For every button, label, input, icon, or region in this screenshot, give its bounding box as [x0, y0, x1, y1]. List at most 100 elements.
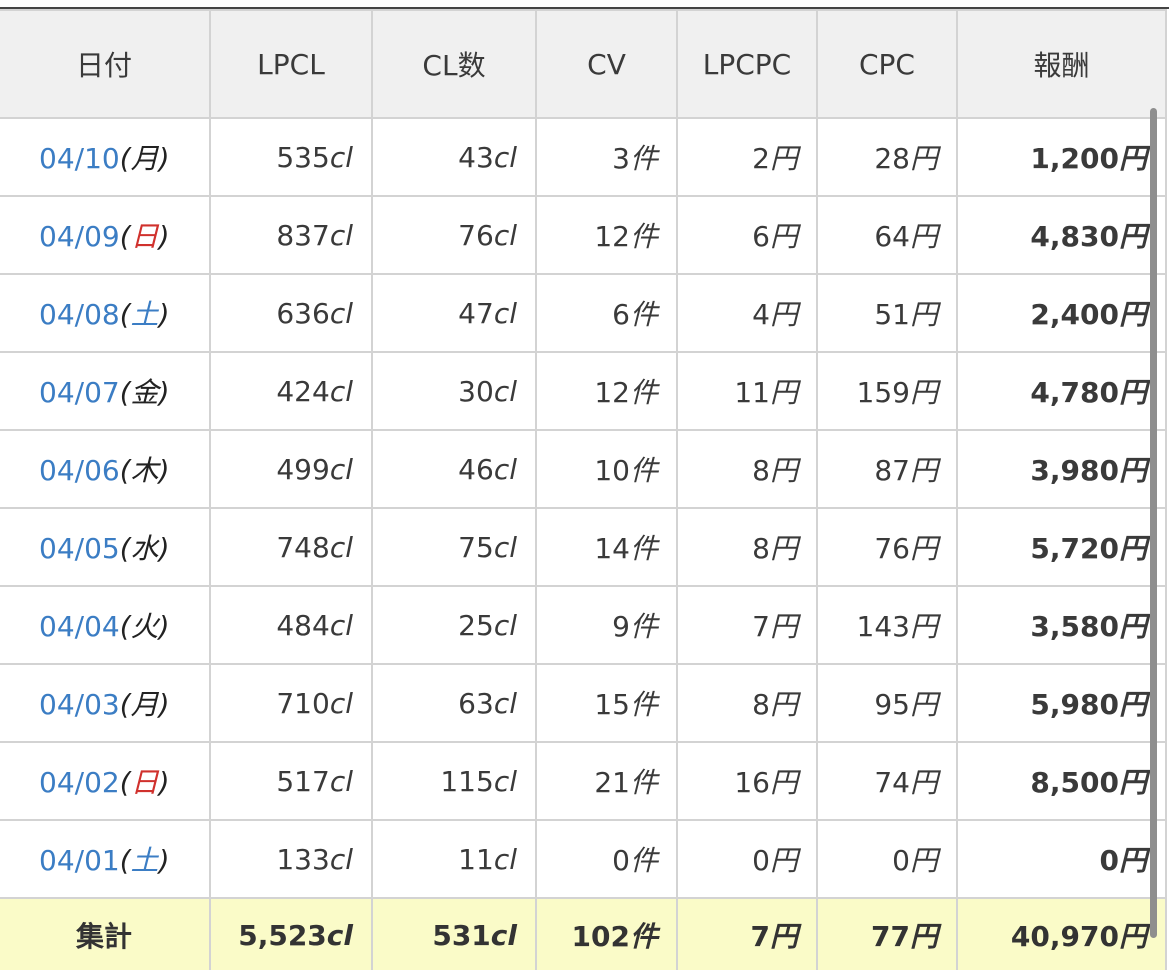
cl-cell: 76cl: [371, 195, 537, 275]
column-header-lpcpc[interactable]: LPCPC: [676, 9, 818, 119]
reward-cell: 5,980円: [956, 663, 1167, 743]
unit-count: 件: [629, 688, 658, 721]
cl-cell: 47cl: [371, 273, 537, 353]
total-reward: 40,970円: [956, 897, 1167, 970]
cv-cell: 12件: [535, 351, 678, 431]
date-link[interactable]: 04/09: [39, 220, 120, 253]
column-header-cpc[interactable]: CPC: [816, 9, 958, 119]
cl-cell: 115cl: [371, 741, 537, 821]
weekday-char: 月: [130, 688, 159, 721]
table-row: 04/05(水) 748cl 75cl 14件 8円 76円 5,720円: [0, 507, 1167, 587]
date-link[interactable]: 04/08: [39, 298, 120, 331]
unit-click: cl: [493, 452, 517, 486]
unit-yen: 円: [909, 610, 938, 643]
column-header-lpcl[interactable]: LPCL: [209, 9, 373, 119]
unit-yen: 円: [909, 454, 938, 487]
cv-cell: 12件: [535, 195, 678, 275]
lpcl-cell: 535cl: [209, 117, 373, 197]
date-cell: 04/06(木): [0, 429, 211, 509]
weekday-label: (水): [119, 532, 170, 565]
table-row: 04/06(木) 499cl 46cl 10件 8円 87円 3,980円: [0, 429, 1167, 509]
cv-cell: 0件: [535, 819, 678, 899]
daily-report-table: 日付 LPCL CL数 CV LPCPC CPC 報酬 04/10(月) 535c…: [0, 9, 1167, 970]
date-cell: 04/05(水): [0, 507, 211, 587]
weekday-label: (金): [119, 376, 170, 409]
date-link[interactable]: 04/02: [39, 766, 120, 799]
date-link[interactable]: 04/04: [39, 610, 120, 643]
cl-cell: 11cl: [371, 819, 537, 899]
unit-click: cl: [493, 374, 517, 408]
cl-cell: 30cl: [371, 351, 537, 431]
cv-cell: 3件: [535, 117, 678, 197]
table-row: 04/01(土) 133cl 11cl 0件 0円 0円 0円: [0, 819, 1167, 899]
lpcpc-cell: 16円: [676, 741, 818, 821]
unit-click: cl: [493, 218, 517, 252]
weekday-char: 日: [130, 220, 159, 253]
table-row: 04/08(土) 636cl 47cl 6件 4円 51円 2,400円: [0, 273, 1167, 353]
unit-yen: 円: [769, 688, 798, 721]
column-header-cv[interactable]: CV: [535, 9, 678, 119]
table-footer: 集計 5,523cl 531cl 102件 7円 77円 40,970円: [0, 897, 1167, 970]
reward-cell: 4,780円: [956, 351, 1167, 431]
unit-count: 件: [629, 454, 658, 487]
lpcl-cell: 499cl: [209, 429, 373, 509]
date-cell: 04/10(月): [0, 117, 211, 197]
date-cell: 04/03(月): [0, 663, 211, 743]
unit-click: cl: [329, 530, 353, 564]
unit-yen: 円: [1118, 298, 1147, 331]
cpc-cell: 143円: [816, 585, 958, 665]
unit-yen: 円: [769, 142, 798, 175]
unit-yen: 円: [769, 844, 798, 877]
lpcpc-cell: 8円: [676, 507, 818, 587]
unit-click: cl: [329, 686, 353, 720]
unit-count: 件: [629, 844, 658, 877]
weekday-char: 水: [130, 532, 159, 565]
weekday-char: 金: [130, 376, 159, 409]
unit-click: cl: [329, 296, 353, 330]
lpcpc-cell: 7円: [676, 585, 818, 665]
unit-yen: 円: [769, 610, 798, 643]
cpc-cell: 51円: [816, 273, 958, 353]
reward-cell: 2,400円: [956, 273, 1167, 353]
reward-cell: 5,720円: [956, 507, 1167, 587]
table-row: 04/03(月) 710cl 63cl 15件 8円 95円 5,980円: [0, 663, 1167, 743]
cv-cell: 6件: [535, 273, 678, 353]
weekday-char: 土: [130, 844, 159, 877]
date-cell: 04/07(金): [0, 351, 211, 431]
top-divider: [0, 0, 1169, 9]
unit-yen: 円: [909, 766, 938, 799]
vertical-scrollbar[interactable]: [1150, 108, 1157, 938]
unit-click: cl: [329, 218, 353, 252]
date-link[interactable]: 04/07: [39, 376, 120, 409]
unit-yen: 円: [909, 298, 938, 331]
date-link[interactable]: 04/05: [39, 532, 120, 565]
unit-click: cl: [329, 452, 353, 486]
unit-yen: 円: [909, 688, 938, 721]
cpc-cell: 87円: [816, 429, 958, 509]
date-link[interactable]: 04/06: [39, 454, 120, 487]
reward-cell: 3,980円: [956, 429, 1167, 509]
unit-yen: 円: [769, 454, 798, 487]
cpc-cell: 95円: [816, 663, 958, 743]
date-link[interactable]: 04/01: [39, 844, 120, 877]
weekday-label: (日): [119, 766, 170, 799]
date-link[interactable]: 04/03: [39, 688, 120, 721]
column-header-cl[interactable]: CL数: [371, 9, 537, 119]
table-row: 04/09(日) 837cl 76cl 12件 6円 64円 4,830円: [0, 195, 1167, 275]
column-header-date[interactable]: 日付: [0, 9, 211, 119]
table-row: 04/02(日) 517cl 115cl 21件 16円 74円 8,500円: [0, 741, 1167, 821]
date-link[interactable]: 04/10: [39, 142, 120, 175]
unit-yen: 円: [769, 766, 798, 799]
date-cell: 04/02(日): [0, 741, 211, 821]
unit-count: 件: [629, 766, 658, 799]
cv-cell: 15件: [535, 663, 678, 743]
cv-cell: 10件: [535, 429, 678, 509]
unit-yen: 円: [909, 920, 938, 953]
column-header-reward[interactable]: 報酬: [956, 9, 1167, 119]
weekday-label: (月): [119, 142, 170, 175]
reward-cell: 3,580円: [956, 585, 1167, 665]
total-row: 集計 5,523cl 531cl 102件 7円 77円 40,970円: [0, 897, 1167, 970]
unit-click: cl: [490, 918, 517, 952]
cl-cell: 25cl: [371, 585, 537, 665]
